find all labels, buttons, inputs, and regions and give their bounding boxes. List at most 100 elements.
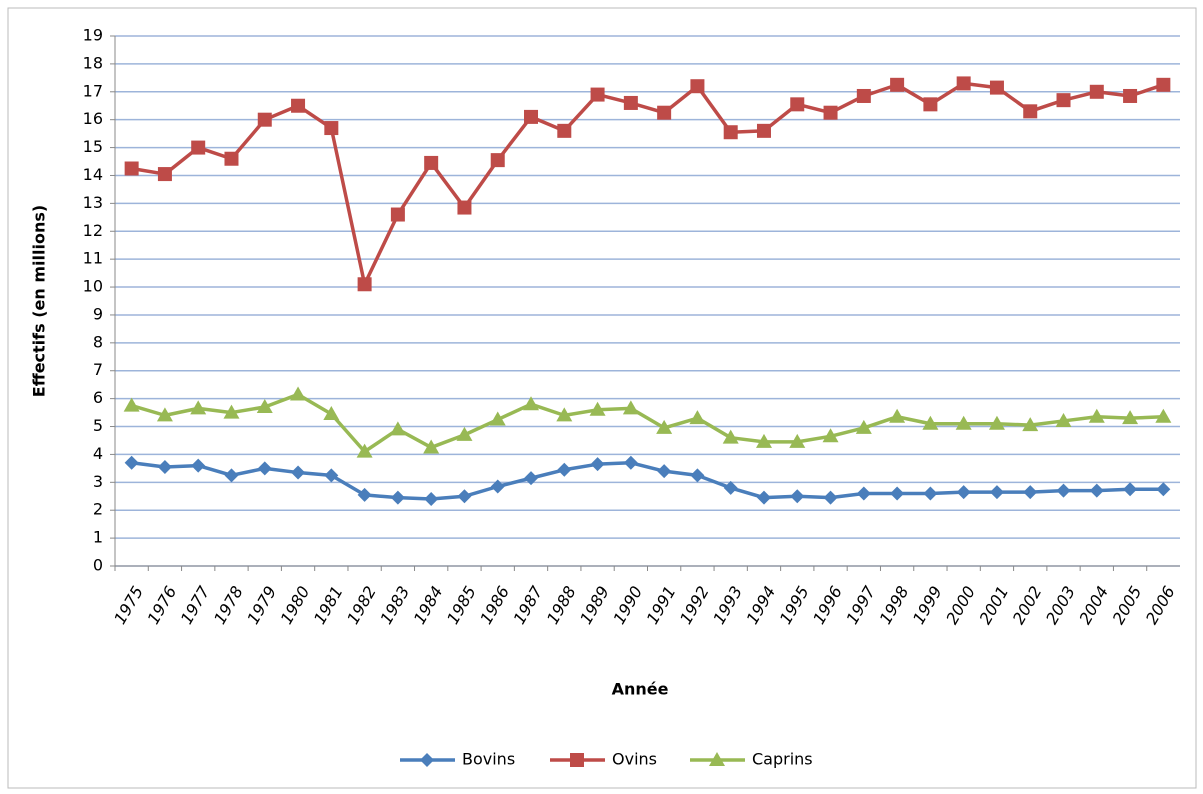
data-point — [424, 155, 439, 170]
data-point — [557, 462, 572, 477]
data-point — [457, 200, 472, 215]
legend-marker — [709, 752, 725, 766]
data-point — [256, 399, 273, 413]
data-point — [622, 400, 639, 415]
data-point — [524, 471, 539, 486]
legend-marker — [420, 753, 434, 767]
y-tick-label: 10 — [83, 277, 103, 296]
data-point — [156, 407, 173, 422]
data-point — [291, 465, 306, 480]
y-tick-label: 14 — [83, 165, 103, 184]
y-tick-label: 1 — [93, 528, 103, 547]
data-point — [657, 464, 672, 479]
y-tick-label: 0 — [93, 556, 103, 575]
data-point — [1023, 104, 1038, 119]
y-tick-label: 13 — [83, 193, 103, 212]
data-point — [989, 485, 1004, 500]
data-point — [223, 404, 240, 419]
data-point — [656, 419, 673, 434]
data-point — [1123, 88, 1138, 103]
data-point — [1089, 84, 1104, 99]
data-point — [988, 415, 1005, 430]
data-point — [823, 490, 838, 505]
y-tick-label: 5 — [93, 416, 103, 435]
data-point — [890, 77, 905, 92]
data-point — [623, 95, 638, 110]
data-point — [224, 468, 239, 483]
y-tick-label: 3 — [93, 472, 103, 491]
data-point — [756, 123, 771, 138]
data-point — [1023, 485, 1038, 500]
data-point — [890, 486, 905, 501]
data-point — [323, 405, 340, 420]
data-point — [1022, 417, 1039, 432]
data-point — [989, 80, 1004, 95]
y-tick-label: 11 — [83, 249, 103, 268]
data-point — [923, 486, 938, 501]
data-point — [590, 457, 605, 472]
data-point — [457, 489, 472, 504]
data-point — [657, 105, 672, 120]
data-point — [690, 79, 705, 94]
data-point — [357, 277, 372, 292]
data-point — [689, 410, 706, 425]
data-point — [490, 153, 505, 168]
data-point — [623, 455, 638, 470]
data-point — [755, 433, 772, 448]
data-point — [557, 123, 572, 138]
data-point — [922, 415, 939, 430]
data-point — [723, 480, 738, 495]
data-point — [956, 485, 971, 500]
data-point — [1155, 408, 1172, 423]
data-point — [390, 490, 405, 505]
data-point — [790, 489, 805, 504]
data-point — [191, 458, 206, 473]
data-point — [490, 479, 505, 494]
data-point — [1156, 482, 1171, 497]
legend-label: Ovins — [612, 750, 657, 769]
data-point — [556, 407, 573, 422]
legend-label: Bovins — [462, 750, 515, 769]
data-point — [356, 443, 373, 458]
data-point — [456, 426, 473, 441]
data-point — [889, 408, 906, 423]
data-point — [1123, 482, 1138, 497]
data-point — [756, 490, 771, 505]
x-axis-title: Année — [612, 680, 669, 699]
data-point — [124, 455, 139, 470]
y-tick-label: 19 — [83, 26, 103, 45]
y-tick-label: 7 — [93, 360, 103, 379]
data-point — [390, 207, 405, 222]
y-tick-label: 9 — [93, 304, 103, 323]
data-point — [823, 105, 838, 120]
y-axis-title: Effectifs (en millions) — [30, 205, 49, 397]
data-point — [257, 461, 272, 476]
data-point — [489, 411, 506, 426]
y-tick-label: 16 — [83, 109, 103, 128]
data-point — [789, 433, 806, 448]
data-point — [423, 439, 440, 454]
data-point — [1055, 412, 1072, 427]
y-tick-label: 18 — [83, 53, 103, 72]
data-point — [389, 421, 406, 436]
data-point — [1088, 408, 1105, 423]
y-tick-label: 2 — [93, 500, 103, 519]
data-point — [324, 468, 339, 483]
data-point — [923, 97, 938, 112]
data-point — [1056, 93, 1071, 108]
data-point — [722, 429, 739, 444]
y-tick-label: 15 — [83, 137, 103, 156]
data-point — [955, 415, 972, 430]
data-point — [157, 459, 172, 474]
legend-label: Caprins — [752, 750, 813, 769]
data-point — [822, 428, 839, 443]
data-point — [956, 76, 971, 91]
data-point — [224, 151, 239, 166]
y-tick-label: 4 — [93, 444, 103, 463]
data-point — [855, 419, 872, 434]
data-point — [690, 468, 705, 483]
y-tick-label: 8 — [93, 332, 103, 351]
y-tick-label: 6 — [93, 388, 103, 407]
y-tick-label: 17 — [83, 81, 103, 100]
